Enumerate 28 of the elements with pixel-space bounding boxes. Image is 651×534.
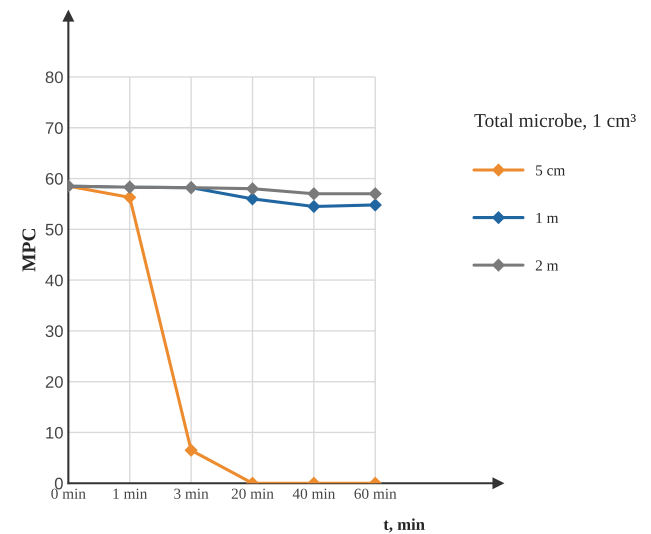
- y-tick-label: 80: [46, 71, 63, 84]
- legend-label: 5 cm: [536, 165, 566, 176]
- x-axis-title: t, min: [384, 518, 425, 532]
- legend-title: Total microbe, 1 cm³: [474, 113, 636, 130]
- y-tick-label: 60: [46, 172, 63, 185]
- point: [307, 200, 320, 213]
- y-tick-label: 50: [46, 224, 63, 236]
- x-tick-label: 0 min: [51, 488, 86, 499]
- y-tick-label: 20: [46, 376, 63, 388]
- x-tick-label: 3 min: [174, 488, 208, 499]
- point: [368, 187, 382, 200]
- x-tick-label: 60 min: [354, 488, 396, 499]
- legend-label: 1 m: [536, 212, 558, 223]
- point: [123, 190, 136, 204]
- y-tick-label: 70: [46, 122, 63, 134]
- point: [307, 187, 320, 200]
- x-tick-label: 20 min: [232, 488, 274, 499]
- y-axis-title: MPC: [22, 228, 36, 272]
- y-tick-label: 40: [45, 274, 63, 286]
- y-tick-label: 10: [46, 426, 63, 439]
- point: [246, 182, 259, 196]
- x-tick-label: 40 min: [292, 488, 336, 499]
- point: [368, 198, 382, 212]
- y-tick-label: 0: [54, 478, 63, 490]
- x-tick-label: 1 min: [113, 488, 148, 499]
- legend-label: 2 m: [536, 260, 558, 270]
- y-tick-label: 30: [46, 325, 63, 338]
- point: [246, 192, 259, 206]
